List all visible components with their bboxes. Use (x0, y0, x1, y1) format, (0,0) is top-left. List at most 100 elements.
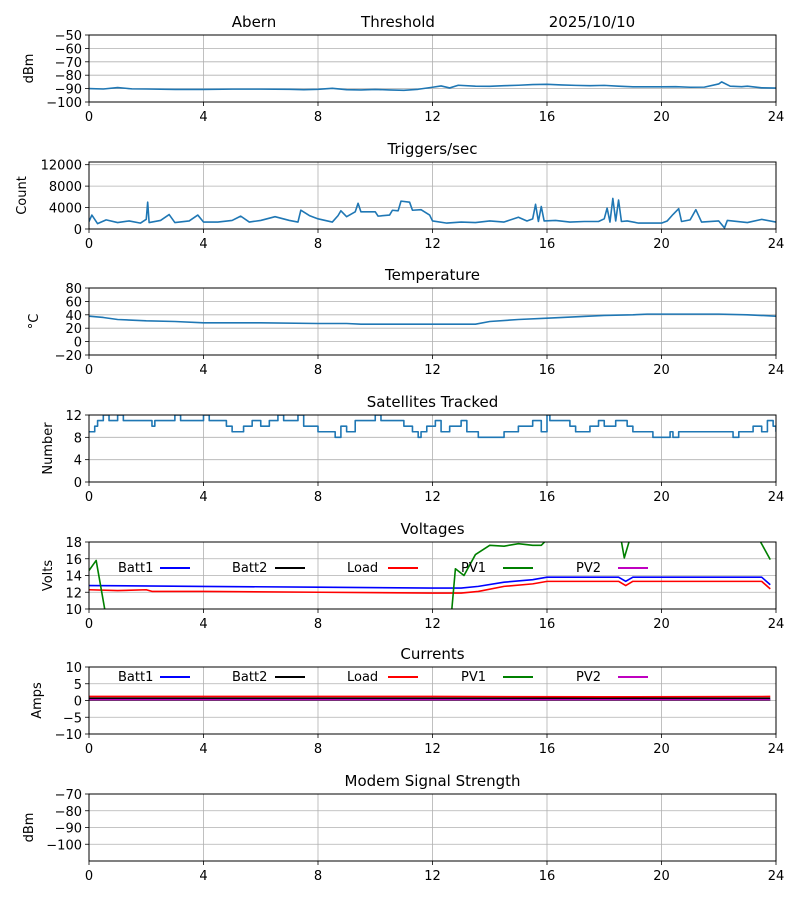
x-tick-label: 20 (653, 742, 670, 757)
series-line-temperature (89, 313, 776, 325)
x-tick-label: 0 (85, 110, 93, 125)
x-tick-label: 12 (424, 617, 441, 632)
x-tick-label: 20 (653, 617, 670, 632)
axes-frame (88, 793, 777, 862)
legend-label-pv2: PV2 (576, 670, 601, 685)
x-tick-label: 12 (424, 490, 441, 505)
legend-label-load: Load (347, 561, 378, 576)
series-group (89, 81, 776, 92)
x-tick-label: 16 (539, 490, 556, 505)
y-tick-label: −5 (63, 711, 82, 726)
series-group (89, 415, 776, 439)
header-station: Abern (232, 13, 276, 31)
y-axis-label: Volts (41, 560, 56, 592)
legend-label-pv2: PV2 (576, 561, 601, 576)
x-tick-label: 20 (653, 237, 670, 252)
legend-label-pv1: PV1 (461, 670, 486, 685)
x-tick-label: 0 (85, 490, 93, 505)
x-tick-label: 8 (314, 110, 322, 125)
x-tick-label: 4 (199, 490, 207, 505)
y-tick-label: 0 (74, 223, 82, 238)
axes-frame (88, 666, 777, 735)
x-tick-label: 4 (199, 237, 207, 252)
y-axis-label: Count (15, 176, 30, 215)
x-tick-label: 16 (539, 742, 556, 757)
y-axis-label: Amps (30, 682, 45, 719)
y-tick-label: 60 (65, 295, 82, 310)
y-tick-label: 10 (65, 603, 82, 618)
series-group (89, 542, 771, 609)
y-tick-label: 5 (74, 678, 82, 693)
series-line-pv1 (89, 542, 771, 609)
x-tick-label: 24 (768, 490, 785, 505)
x-tick-label: 4 (199, 363, 207, 378)
chart-title: Triggers/sec (387, 140, 478, 158)
y-tick-label: 20 (65, 322, 82, 337)
y-axis-label: °C (27, 314, 42, 330)
series-group (89, 197, 776, 229)
legend-label-batt2: Batt2 (232, 670, 267, 685)
subplot-6: 0 4 8 12 16 20 24 −70 −80 −90−100 Modem Signal Str… (22, 772, 784, 884)
x-tick-label: 20 (653, 869, 670, 884)
x-tick-label: 12 (424, 869, 441, 884)
subplot-3: 0 4 8 12 16 20 24 0 4 8 12 Satellites Tracked Number (41, 393, 784, 505)
y-axis-label: dBm (22, 813, 37, 843)
y-tick-label: 40 (65, 309, 82, 324)
y-tick-label: 16 (65, 553, 82, 568)
x-tick-label: 24 (768, 110, 785, 125)
series-group (89, 313, 776, 325)
x-tick-label: 0 (85, 237, 93, 252)
header-mode: Threshold (360, 13, 435, 31)
axes-frame (88, 161, 777, 230)
legend-label-batt2: Batt2 (232, 561, 267, 576)
x-tick-label: 8 (314, 237, 322, 252)
x-tick-label: 12 (424, 237, 441, 252)
y-tick-label: −20 (55, 349, 82, 364)
x-tick-label: 24 (768, 869, 785, 884)
y-tick-label: 8 (74, 431, 82, 446)
x-tick-label: 24 (768, 237, 785, 252)
y-tick-label: 4 (74, 454, 82, 469)
x-tick-label: 8 (314, 742, 322, 757)
x-tick-label: 20 (653, 110, 670, 125)
legend-label-pv1: PV1 (461, 561, 486, 576)
chart-title: Currents (400, 645, 464, 663)
x-tick-label: 0 (85, 363, 93, 378)
axes-frame (88, 34, 777, 103)
axes-frame (88, 287, 777, 356)
x-tick-label: 24 (768, 363, 785, 378)
series-line-load (89, 580, 771, 594)
legend-label-load: Load (347, 670, 378, 685)
y-tick-label: 12 (65, 409, 82, 424)
y-tick-label: 8000 (49, 180, 82, 195)
y-tick-label: 18 (65, 536, 82, 551)
x-tick-label: 16 (539, 363, 556, 378)
y-tick-label: −90 (55, 822, 82, 837)
x-tick-label: 12 (424, 742, 441, 757)
series-line-batt1 (89, 576, 771, 589)
legend-label-batt1: Batt1 (118, 561, 153, 576)
y-tick-label: −80 (55, 805, 82, 820)
series-line-satellites (89, 415, 776, 439)
series-group (89, 695, 771, 701)
y-tick-label: −80 (55, 69, 82, 84)
x-tick-label: 24 (768, 742, 785, 757)
x-tick-label: 4 (199, 869, 207, 884)
series-line-signal (89, 81, 776, 92)
y-tick-label: 10 (65, 661, 82, 676)
chart-title: Voltages (400, 520, 464, 538)
axes-frame (88, 541, 777, 610)
axes-frame (88, 414, 777, 483)
y-tick-label: 0 (74, 695, 82, 710)
y-tick-label: 0 (74, 336, 82, 351)
x-tick-label: 0 (85, 742, 93, 757)
x-tick-label: 12 (424, 110, 441, 125)
x-tick-label: 16 (539, 617, 556, 632)
x-tick-label: 8 (314, 490, 322, 505)
x-tick-label: 24 (768, 617, 785, 632)
x-tick-label: 16 (539, 110, 556, 125)
